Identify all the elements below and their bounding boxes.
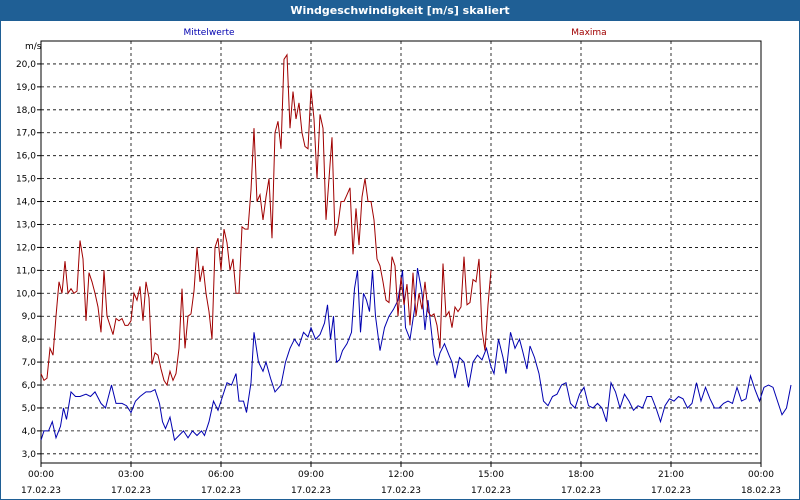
y-tick-label: 12,0: [16, 243, 36, 253]
series-line-maxima: [40, 53, 492, 387]
y-tick-label: 4,0: [22, 427, 37, 437]
chart-title: Windgeschwindigkeit [m/s] skaliert: [1, 1, 799, 21]
x-tick-date: 17.02.23: [291, 486, 331, 496]
y-tick-label: 5,0: [22, 404, 37, 414]
x-tick-time: 00:00: [748, 470, 774, 480]
x-tick-date: 17.02.23: [651, 486, 691, 496]
series: [40, 53, 792, 442]
x-tick-time: 03:00: [118, 470, 144, 480]
x-tick-date: 17.02.23: [381, 486, 421, 496]
series-line-mittelwerte: [40, 268, 792, 442]
x-tick-date: 17.02.23: [201, 486, 241, 496]
y-tick-label: 8,0: [22, 335, 37, 345]
x-tick-time: 15:00: [478, 470, 504, 480]
y-tick-label: 19,0: [16, 83, 36, 93]
y-tick-label: 15,0: [16, 175, 36, 185]
y-tick-label: 9,0: [22, 312, 37, 322]
y-tick-label: 3,0: [22, 450, 37, 460]
x-tick-time: 09:00: [298, 470, 324, 480]
x-tick-date: 18.02.23: [741, 486, 781, 496]
legend-maxima: Maxima: [571, 28, 606, 38]
y-tick-label: 14,0: [16, 198, 36, 208]
y-axis-unit-label: m/s: [25, 42, 42, 52]
y-tick-label: 18,0: [16, 106, 36, 116]
x-tick-date: 17.02.23: [561, 486, 601, 496]
axes: 3,0 4,0 5,0 6,0 7,0 8,0 9,0 10,0 11,0 12,0 13,0 14,…: [16, 60, 781, 496]
x-tick-time: 21:00: [658, 470, 684, 480]
grid: [41, 41, 761, 463]
legend-mittelwerte: Mittelwerte: [183, 28, 234, 38]
x-tick-date: 17.02.23: [21, 486, 61, 496]
y-tick-label: 7,0: [22, 358, 37, 368]
x-tick-date: 17.02.23: [111, 486, 151, 496]
y-tick-label: 10,0: [16, 289, 36, 299]
x-tick-time: 18:00: [568, 470, 594, 480]
x-tick-time: 12:00: [388, 470, 414, 480]
x-tick-time: 00:00: [28, 470, 54, 480]
y-tick-label: 13,0: [16, 220, 36, 230]
y-tick-label: 17,0: [16, 129, 36, 139]
x-tick-time: 06:00: [208, 470, 234, 480]
y-tick-label: 16,0: [16, 152, 36, 162]
y-tick-label: 20,0: [16, 60, 36, 70]
x-tick-date: 17.02.23: [471, 486, 511, 496]
y-tick-label: 6,0: [22, 381, 37, 391]
y-tick-label: 11,0: [16, 266, 36, 276]
